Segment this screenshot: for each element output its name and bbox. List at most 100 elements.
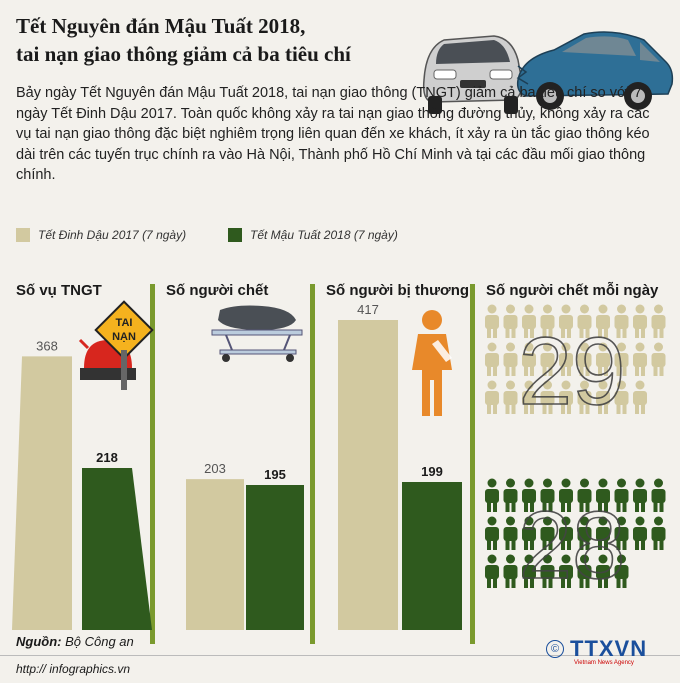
bar-value-label: 417: [357, 302, 379, 317]
person-icon: [540, 478, 555, 512]
panel-divider: [150, 284, 155, 644]
deaths-per-day-value: 29: [519, 318, 626, 425]
title-line-2: tai nạn giao thông giảm cả ba tiêu chí: [16, 42, 351, 66]
panel-title-deaths: Số người chết: [166, 282, 269, 299]
car-front-icon: [422, 35, 523, 114]
person-icon: [503, 380, 518, 414]
person-icon: [633, 342, 647, 376]
person-icon: [651, 304, 666, 338]
intro-paragraph: Bảy ngày Tết Nguyên đán Mậu Tuất 2018, t…: [16, 85, 650, 183]
legend-item-2017: Tết Đinh Dậu 2017 (7 ngày): [16, 228, 186, 242]
person-icon: [633, 478, 647, 512]
source-label: Nguồn:: [16, 634, 62, 649]
person-icon: [485, 554, 499, 588]
person-icon: [633, 516, 647, 550]
injured-person-icon: [412, 310, 452, 416]
bar-value-label: 368: [36, 338, 58, 353]
stretcher-icon: [211, 305, 303, 362]
person-icon: [485, 478, 499, 512]
legend-label-2017: Tết Đinh Dậu 2017 (7 ngày): [38, 228, 187, 242]
bar-3-2017: [338, 320, 398, 630]
person-icon: [503, 554, 518, 588]
person-icon: [651, 478, 666, 512]
person-icon: [596, 380, 610, 414]
logo-subtitle: Vietnam News Agency: [574, 660, 634, 666]
person-icon: [522, 304, 536, 338]
person-icon: [559, 304, 573, 338]
person-icon: [485, 516, 499, 550]
person-icon: [522, 380, 536, 414]
person-icon: [559, 342, 573, 376]
person-icon: [540, 342, 555, 376]
person-icon: [503, 516, 518, 550]
person-icon: [596, 478, 610, 512]
panel-title-injured: Số người bị thương: [326, 282, 470, 299]
legend-item-2018: Tết Mậu Tuất 2018 (7 ngày): [228, 228, 398, 242]
person-icon: [540, 380, 555, 414]
person-icon: [651, 516, 666, 550]
person-icon: [614, 516, 629, 550]
person-icon: [633, 380, 647, 414]
person-icon: [485, 380, 499, 414]
bar-3-2018: [402, 482, 462, 630]
person-icon: [559, 380, 573, 414]
legend-label-2018: Tết Mậu Tuất 2018 (7 ngày): [250, 228, 398, 242]
person-icon: [596, 342, 610, 376]
person-icon: [559, 516, 573, 550]
person-icon: [503, 304, 518, 338]
person-icon: [596, 554, 610, 588]
bar-2-2018: [246, 485, 304, 630]
source-value: Bộ Công an: [65, 634, 134, 649]
ttxvn-logo: © TTXVN Vietnam News Agency: [546, 636, 648, 666]
person-icon: [522, 516, 536, 550]
person-icon: [577, 554, 592, 588]
legend-swatch-2018: [228, 228, 242, 242]
person-icon: [633, 304, 647, 338]
person-icon: [503, 342, 518, 376]
bar-value-label: 203: [204, 461, 226, 476]
person-icon: [577, 380, 592, 414]
person-icon: [540, 554, 555, 588]
person-icon: [559, 554, 573, 588]
bar-1-2017: [12, 356, 72, 630]
person-icon: [596, 304, 610, 338]
logo-text: TTXVN: [570, 636, 648, 661]
person-icon: [559, 478, 573, 512]
source-url: http:// infographics.vn: [16, 662, 131, 676]
copyright-icon: ©: [546, 640, 564, 658]
bar-1-2018: [82, 467, 152, 630]
person-icon: [614, 342, 629, 376]
deaths-per-day-value: 28: [519, 492, 626, 599]
bar-2-2017: [186, 479, 244, 630]
traffic-accident-chart: TAI NẠN 368 218 203 195 417 199 29 28: [12, 300, 666, 630]
car-crash-illustration: [422, 31, 674, 114]
person-icon: [577, 342, 592, 376]
legend-swatch-2017: [16, 228, 30, 242]
person-icon: [614, 380, 629, 414]
person-icon: [540, 304, 555, 338]
bar-value-label: 218: [96, 450, 118, 465]
source-note: Nguồn: Bộ Công an: [16, 634, 134, 649]
title-line-1: Tết Nguyên đán Mậu Tuất 2018,: [16, 14, 306, 38]
panel-title-deaths-per-day: Số người chết mỗi ngày: [486, 282, 659, 299]
person-icon: [651, 342, 666, 376]
bar-value-label: 195: [264, 467, 286, 482]
person-icon: [577, 516, 592, 550]
person-icon: [522, 342, 536, 376]
car-side-icon: [516, 31, 674, 110]
person-icon: [485, 342, 499, 376]
panel-divider: [470, 284, 475, 644]
person-icon: [614, 554, 629, 588]
person-icon: [540, 516, 555, 550]
person-icon: [485, 304, 499, 338]
person-icon: [522, 478, 536, 512]
accident-sign-text-2: NẠN: [112, 331, 136, 343]
person-icon: [503, 478, 518, 512]
bar-value-label: 199: [421, 464, 443, 479]
person-icon: [577, 478, 592, 512]
page-title: Tết Nguyên đán Mậu Tuất 2018, tai nạn gi…: [16, 12, 416, 68]
accident-sign-text-1: TAI: [116, 317, 133, 329]
panel-divider: [310, 284, 315, 644]
person-icon: [577, 304, 592, 338]
person-icon: [614, 304, 629, 338]
